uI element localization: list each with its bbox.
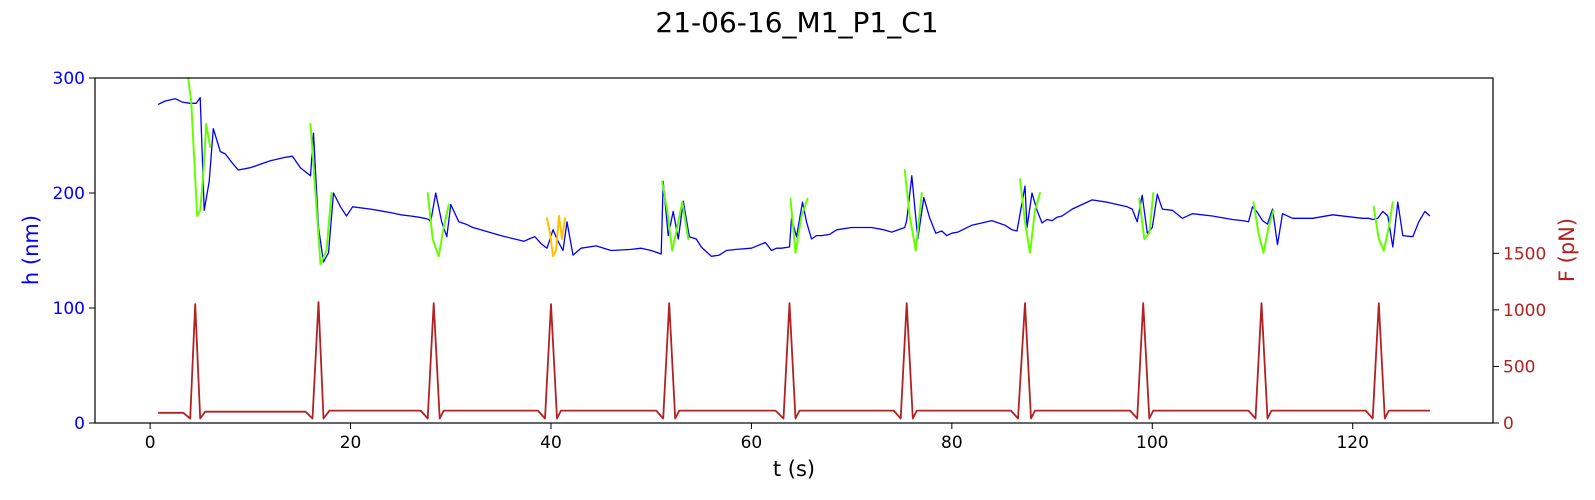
height-segment-green: [309, 123, 333, 266]
y-axis-right: 0 500 1000 1500: [1493, 244, 1546, 434]
chart-title: 21-06-16_M1_P1_C1: [655, 6, 938, 39]
x-axis: 0 20 40 60 80 100 120: [145, 423, 1369, 453]
height-segment-green: [1252, 201, 1275, 254]
height-segment-green: [426, 192, 450, 258]
y-left-tick-label: 100: [53, 299, 85, 319]
height-segment-green: [187, 77, 212, 217]
y-axis-left: 0 100 200 300: [53, 69, 95, 434]
height-segment-green: [661, 180, 690, 252]
x-tick-label: 0: [145, 433, 156, 453]
plot-frame: [94, 77, 1494, 424]
height-segment-green: [1019, 178, 1041, 254]
plot-area: [157, 77, 1431, 420]
x-axis-title: t (s): [773, 457, 815, 481]
y-right-tick-label: 0: [1503, 414, 1514, 434]
x-tick-label: 40: [540, 433, 562, 453]
height-segment-orange: [546, 215, 566, 258]
y-axis-left-title: h (nm): [19, 215, 43, 285]
x-tick-label: 80: [941, 433, 963, 453]
x-tick-label: 60: [741, 433, 763, 453]
y-left-tick-label: 200: [53, 184, 85, 204]
y-left-tick-label: 0: [74, 414, 85, 434]
y-right-tick-label: 1000: [1503, 301, 1546, 321]
force-line: [158, 301, 1430, 420]
height-segment-green: [789, 197, 809, 254]
height-segment-green: [1372, 201, 1394, 252]
y-right-tick-label: 500: [1503, 357, 1535, 377]
y-right-tick-label: 1500: [1503, 244, 1546, 264]
x-tick-label: 120: [1336, 433, 1368, 453]
x-tick-label: 20: [340, 433, 362, 453]
y-left-tick-label: 300: [53, 69, 85, 89]
height-segment-green: [1138, 192, 1155, 240]
height-segment-green: [903, 169, 923, 252]
y-axis-right-title: F (pN): [1555, 218, 1579, 282]
x-tick-label: 100: [1136, 433, 1168, 453]
